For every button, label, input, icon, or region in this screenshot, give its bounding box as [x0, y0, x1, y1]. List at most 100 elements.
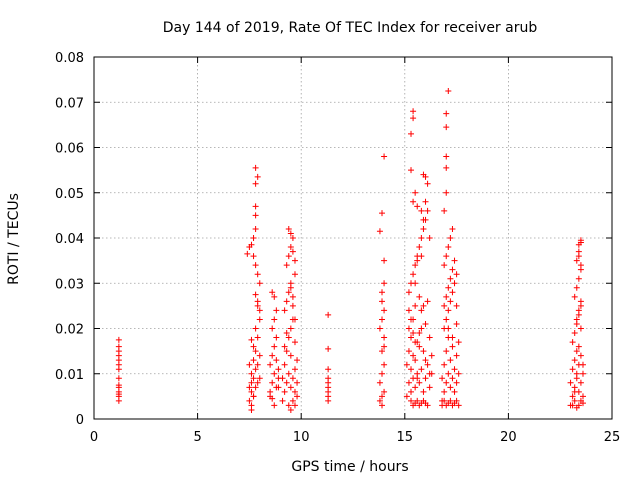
- data-point: [291, 316, 298, 323]
- data-point: [441, 207, 448, 214]
- data-point: [275, 366, 282, 373]
- data-point: [250, 393, 257, 400]
- data-point: [579, 361, 586, 368]
- data-point: [571, 330, 578, 337]
- data-point: [443, 379, 450, 386]
- data-point: [410, 115, 417, 122]
- data-point: [267, 361, 274, 368]
- data-point: [115, 336, 122, 343]
- data-point: [381, 307, 388, 314]
- data-point: [408, 366, 415, 373]
- x-tick-label: 25: [604, 430, 621, 445]
- data-point: [410, 271, 417, 278]
- data-point: [273, 357, 280, 364]
- data-point: [426, 235, 433, 241]
- data-point: [289, 235, 296, 241]
- data-point: [248, 388, 255, 395]
- data-point: [418, 366, 425, 373]
- data-point: [267, 393, 274, 400]
- data-point: [115, 366, 122, 373]
- data-point: [379, 348, 386, 355]
- data-point: [569, 339, 576, 346]
- data-point: [455, 370, 462, 377]
- data-point: [283, 379, 290, 386]
- data-point: [379, 298, 386, 305]
- data-point: [575, 307, 582, 314]
- data-point: [273, 334, 280, 341]
- data-point: [285, 225, 292, 232]
- data-point: [294, 393, 301, 400]
- data-point: [453, 397, 460, 404]
- data-point: [420, 216, 427, 223]
- data-point: [256, 307, 263, 314]
- data-point: [291, 257, 298, 264]
- data-point: [269, 289, 276, 296]
- data-point: [443, 253, 450, 260]
- data-point: [376, 397, 383, 404]
- data-point: [447, 397, 454, 404]
- data-point: [252, 212, 259, 219]
- data-point: [281, 307, 288, 314]
- data-point: [447, 357, 454, 364]
- data-point: [418, 235, 425, 241]
- data-point: [428, 352, 435, 359]
- x-tick-label: 0: [90, 430, 98, 445]
- x-axis-label: GPS time / hours: [291, 459, 408, 475]
- data-point: [571, 397, 578, 404]
- data-point: [254, 271, 261, 278]
- data-point: [291, 339, 298, 346]
- data-point: [443, 316, 450, 323]
- data-point: [416, 293, 423, 300]
- data-point: [447, 275, 454, 282]
- data-point: [453, 302, 460, 309]
- data-point: [271, 316, 278, 323]
- data-point: [426, 384, 433, 391]
- data-point: [379, 393, 386, 400]
- data-point: [283, 348, 290, 355]
- x-axis-ticks: 0 5 10 15 20 25: [90, 57, 620, 445]
- data-point: [422, 320, 429, 327]
- data-point: [420, 348, 427, 355]
- data-point: [250, 357, 257, 364]
- data-point: [289, 375, 296, 382]
- y-tick-label: 0.08: [55, 51, 84, 66]
- data-point: [575, 343, 582, 350]
- data-point: [579, 370, 586, 377]
- data-point: [443, 110, 450, 117]
- data-point: [567, 379, 574, 386]
- data-point: [381, 280, 388, 287]
- data-point: [325, 345, 332, 352]
- data-point: [449, 375, 456, 382]
- data-point: [443, 124, 450, 131]
- data-point: [252, 291, 259, 298]
- data-point: [287, 384, 294, 391]
- data-point: [283, 330, 290, 337]
- data-point: [246, 384, 253, 391]
- data-point: [271, 343, 278, 350]
- data-point: [443, 293, 450, 300]
- data-point: [420, 388, 427, 395]
- data-point: [575, 275, 582, 282]
- data-point: [447, 235, 454, 241]
- data-point: [449, 289, 456, 296]
- data-point: [256, 375, 263, 382]
- data-point: [453, 271, 460, 278]
- data-point: [291, 271, 298, 278]
- data-point: [275, 384, 282, 391]
- data-point: [250, 375, 257, 382]
- data-point: [449, 266, 456, 273]
- data-point: [408, 388, 415, 395]
- data-point: [271, 293, 278, 300]
- data-point: [271, 402, 278, 409]
- data-point: [256, 352, 263, 359]
- data-point: [410, 330, 417, 337]
- data-point: [287, 230, 294, 237]
- data-point: [325, 397, 332, 404]
- data-point: [294, 379, 301, 386]
- data-point: [447, 298, 454, 305]
- data-point: [453, 379, 460, 386]
- data-point: [252, 225, 259, 232]
- data-point: [416, 343, 423, 350]
- data-point: [443, 348, 450, 355]
- data-point: [451, 366, 458, 373]
